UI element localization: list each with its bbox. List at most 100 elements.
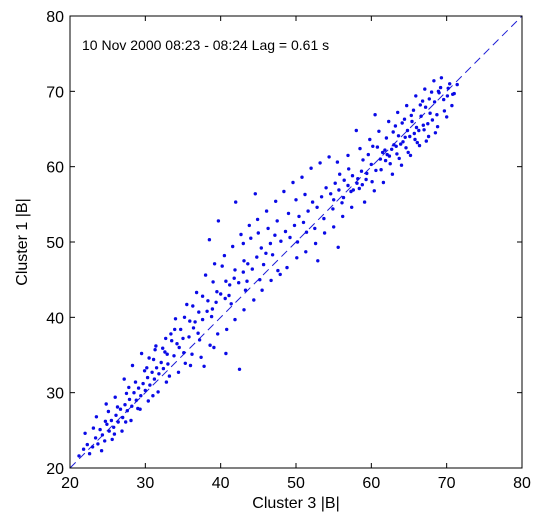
data-point xyxy=(258,278,262,282)
data-point xyxy=(222,253,227,258)
data-point xyxy=(153,348,157,352)
data-point xyxy=(215,290,219,294)
data-point xyxy=(202,364,206,368)
data-point xyxy=(318,161,322,165)
data-point xyxy=(288,235,292,240)
data-point xyxy=(161,346,165,350)
data-point xyxy=(99,449,104,453)
data-point xyxy=(391,130,395,134)
data-point xyxy=(274,199,278,203)
data-point xyxy=(424,139,428,143)
data-point xyxy=(282,189,286,194)
data-point xyxy=(237,281,241,285)
data-point xyxy=(83,431,87,435)
data-point xyxy=(366,152,370,157)
data-point xyxy=(442,97,446,102)
data-point xyxy=(231,244,235,249)
data-point xyxy=(197,310,201,314)
data-point xyxy=(362,200,367,204)
chart-annotation: 10 Nov 2000 08:23 - 08:24 Lag = 0.61 s xyxy=(82,37,329,53)
data-point xyxy=(207,238,212,242)
data-point xyxy=(200,294,205,298)
data-point xyxy=(194,290,199,295)
data-point xyxy=(445,115,449,119)
data-point xyxy=(181,336,185,341)
data-point xyxy=(199,355,203,359)
data-point xyxy=(313,241,318,246)
data-point xyxy=(172,354,176,358)
data-point xyxy=(404,146,408,150)
data-point xyxy=(410,119,414,124)
data-point xyxy=(241,270,245,274)
data-point xyxy=(105,422,109,426)
data-point xyxy=(197,338,202,342)
data-point xyxy=(220,264,224,268)
data-point xyxy=(253,192,257,196)
data-point xyxy=(419,114,423,118)
data-point xyxy=(455,82,459,87)
data-point xyxy=(106,409,111,414)
data-point xyxy=(250,267,254,271)
data-point xyxy=(294,198,298,202)
data-point xyxy=(324,186,328,190)
data-point xyxy=(242,308,246,312)
data-point xyxy=(387,119,391,124)
data-point xyxy=(340,201,344,205)
data-point xyxy=(141,381,145,386)
data-point xyxy=(159,360,163,365)
data-point xyxy=(406,150,410,155)
y-tick-label: 30 xyxy=(46,386,64,403)
data-point xyxy=(360,183,364,187)
data-point xyxy=(327,155,331,159)
data-point xyxy=(422,128,426,132)
data-point xyxy=(212,345,216,350)
data-point xyxy=(405,103,409,108)
y-tick-label: 60 xyxy=(46,160,64,177)
y-tick-label: 20 xyxy=(46,461,64,478)
data-point xyxy=(136,406,140,411)
data-point xyxy=(165,352,169,356)
data-point xyxy=(81,447,86,451)
data-point xyxy=(146,399,150,403)
data-point xyxy=(77,454,81,458)
data-point xyxy=(182,351,186,355)
data-point xyxy=(127,385,131,390)
data-point xyxy=(148,383,152,387)
data-point xyxy=(315,205,319,209)
data-point xyxy=(435,125,440,129)
data-point xyxy=(151,394,155,398)
x-tick-label: 40 xyxy=(212,475,230,492)
x-tick-label: 50 xyxy=(287,475,305,492)
data-point xyxy=(124,420,128,424)
data-point xyxy=(295,256,299,260)
data-point xyxy=(154,366,159,370)
data-point xyxy=(306,209,310,213)
data-point xyxy=(399,163,404,167)
data-point xyxy=(400,121,404,125)
data-point xyxy=(127,397,132,402)
data-point xyxy=(96,442,100,446)
data-point xyxy=(445,94,450,98)
data-point xyxy=(269,278,273,283)
data-point xyxy=(109,418,114,423)
data-point xyxy=(380,150,385,155)
data-point xyxy=(225,327,229,332)
data-point xyxy=(375,145,380,149)
data-point xyxy=(130,404,134,408)
data-point xyxy=(268,241,273,246)
data-point xyxy=(399,142,403,146)
data-point xyxy=(428,111,432,115)
data-point xyxy=(381,180,386,185)
x-axis-ticks: 20 30 40 50 60 70 80 xyxy=(61,16,531,492)
data-point xyxy=(208,343,212,347)
data-point xyxy=(259,246,263,250)
data-point xyxy=(116,420,120,424)
data-point xyxy=(124,391,129,396)
data-point xyxy=(211,280,215,284)
data-point xyxy=(139,394,143,398)
data-point xyxy=(129,418,133,423)
data-point xyxy=(418,103,422,107)
data-point xyxy=(164,380,169,384)
data-point xyxy=(383,158,388,163)
data-point xyxy=(252,298,256,302)
